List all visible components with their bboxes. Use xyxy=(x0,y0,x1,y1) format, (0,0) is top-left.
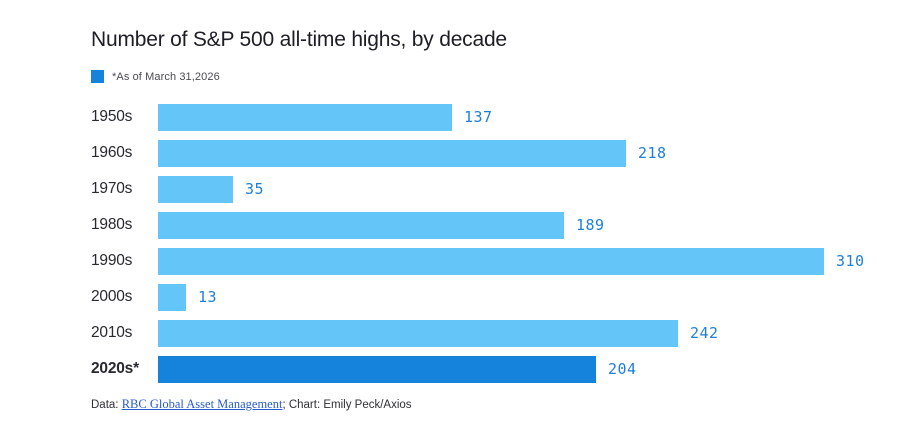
category-label: 2010s xyxy=(91,324,133,341)
bar xyxy=(158,139,626,167)
legend: *As of March 31,2026 xyxy=(91,70,220,83)
category-label: 1960s xyxy=(91,144,133,161)
bar xyxy=(158,103,452,131)
bar xyxy=(158,175,233,203)
legend-label: *As of March 31,2026 xyxy=(112,70,220,83)
bar-row: 2020s* 204 xyxy=(91,351,891,387)
chart-title: Number of S&P 500 all-time highs, by dec… xyxy=(91,28,507,51)
value-label: 242 xyxy=(690,324,719,342)
bar-row: 2010s 242 xyxy=(91,315,891,351)
bar-row: 1970s 35 xyxy=(91,171,891,207)
value-label: 13 xyxy=(198,288,218,306)
category-label: 1970s xyxy=(91,180,133,197)
value-label: 310 xyxy=(836,252,865,270)
source-line: Data: RBC Global Asset Management; Chart… xyxy=(91,397,412,412)
bar xyxy=(158,211,564,239)
bar xyxy=(158,319,678,347)
category-label: 2000s xyxy=(91,288,133,305)
value-label: 35 xyxy=(245,180,265,198)
category-label: 1980s xyxy=(91,216,133,233)
bar-row: 1990s 310 xyxy=(91,243,891,279)
bar-row: 1950s 137 xyxy=(91,99,891,135)
value-label: 218 xyxy=(638,144,667,162)
bar xyxy=(158,247,824,275)
bar-row: 2000s 13 xyxy=(91,279,891,315)
source-link[interactable]: RBC Global Asset Management xyxy=(121,397,283,411)
source-suffix: ; Chart: Emily Peck/Axios xyxy=(282,399,412,411)
source-prefix: Data: xyxy=(91,399,122,411)
category-label: 1990s xyxy=(91,252,133,269)
bar xyxy=(158,283,186,311)
bar-row: 1980s 189 xyxy=(91,207,891,243)
category-label: 1950s xyxy=(91,108,133,125)
legend-swatch xyxy=(91,70,104,83)
category-label: 2020s* xyxy=(91,360,139,377)
bar xyxy=(158,355,596,383)
value-label: 189 xyxy=(576,216,605,234)
value-label: 204 xyxy=(608,360,637,378)
bar-rows: 1950s 137 1960s 218 1970s 35 1980s 189 1990s 310 2… xyxy=(91,99,891,387)
value-label: 137 xyxy=(464,108,493,126)
bar-row: 1960s 218 xyxy=(91,135,891,171)
